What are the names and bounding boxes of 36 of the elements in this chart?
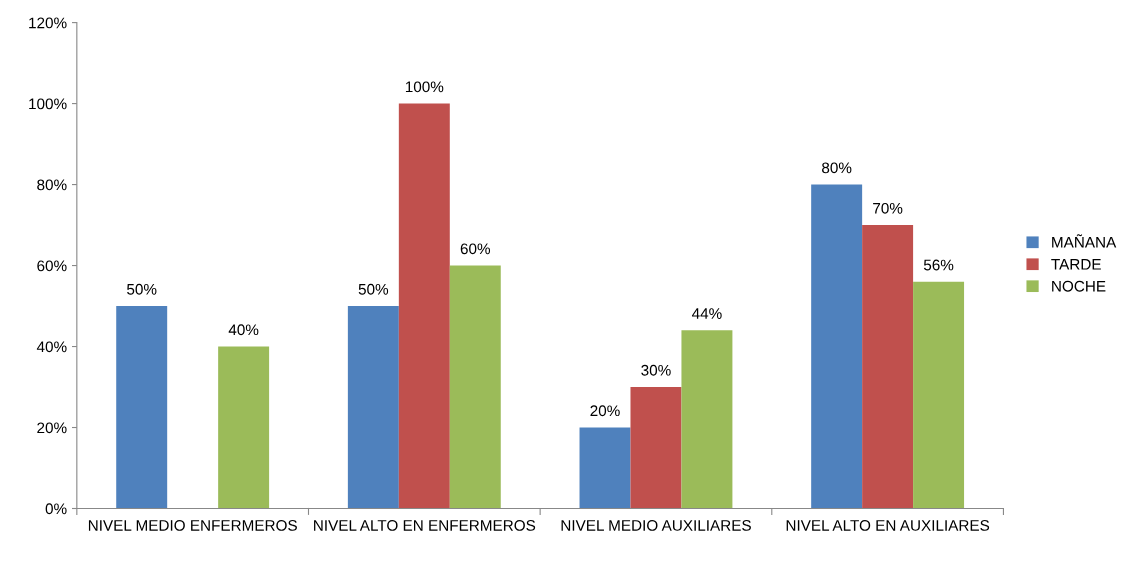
data-label: 50% (127, 283, 157, 295)
legend-label: NOCHE (1052, 280, 1106, 292)
bar (449, 265, 501, 509)
data-label: 70% (873, 202, 903, 214)
bar (862, 225, 914, 509)
y-tick-label: 120% (29, 17, 67, 29)
bar (913, 281, 965, 509)
data-label: 100% (405, 81, 444, 93)
y-tick-label: 80% (37, 179, 67, 191)
y-tick-label: 0% (45, 503, 67, 515)
y-tick-label: 100% (29, 98, 67, 110)
x-tick-label: NIVEL ALTO EN ENFERMEROS (314, 520, 536, 531)
data-label: 60% (460, 243, 491, 255)
x-tick-label: NIVEL MEDIO ENFERMEROS (88, 520, 297, 531)
data-label: 30% (641, 364, 671, 376)
data-label: 56% (923, 259, 954, 271)
bar (398, 103, 450, 509)
y-tick-label: 40% (36, 341, 67, 353)
x-tick-label: NIVEL ALTO EN AUXILIARES (786, 520, 990, 531)
bar (579, 427, 631, 509)
legend-label: TARDE (1051, 259, 1101, 270)
y-tick-label: 20% (37, 422, 67, 434)
x-tick-label: NIVEL MEDIO AUXILIARES (561, 520, 751, 531)
y-tick-label: 60% (37, 260, 67, 272)
bar (218, 346, 270, 509)
bar (681, 330, 733, 509)
data-label: 44% (691, 308, 722, 319)
legend-label: MAÑANA (1052, 234, 1117, 248)
bar (116, 306, 168, 509)
data-label: 80% (822, 162, 852, 174)
bar (347, 306, 399, 509)
data-label: 20% (590, 405, 620, 417)
data-label: 50% (358, 283, 389, 295)
bar (630, 387, 682, 509)
data-label: 40% (228, 324, 259, 336)
bar (811, 184, 863, 509)
